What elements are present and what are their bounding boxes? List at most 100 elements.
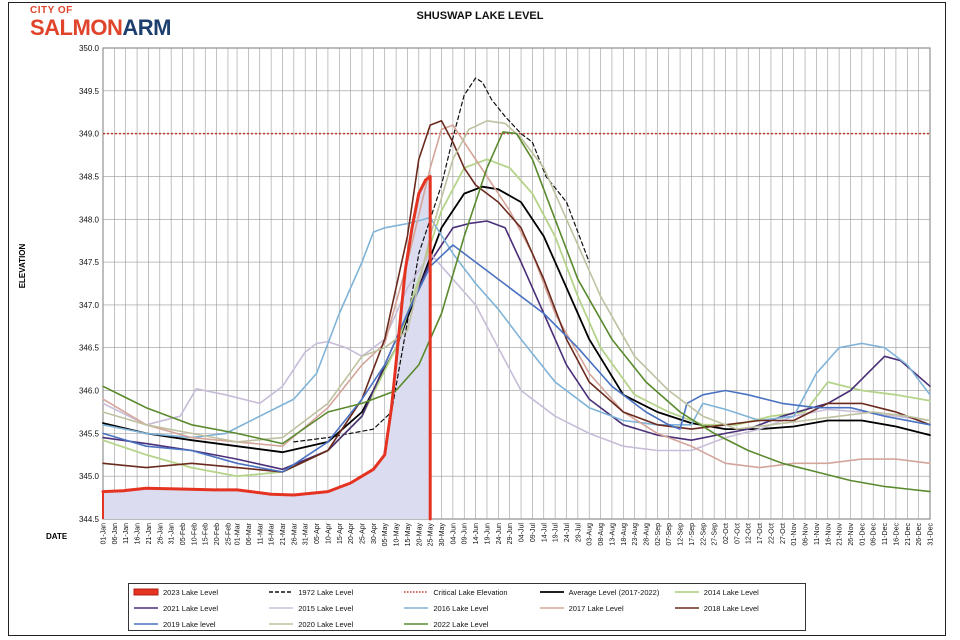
- series-line-2016-lake-level: [102, 216, 931, 439]
- chart-frame: [8, 2, 946, 636]
- y-tick-label: 345.0: [79, 472, 100, 481]
- series-line-average-level-2017-2022-: [102, 185, 931, 454]
- series-line-2019-lake-level: [102, 244, 931, 473]
- x-tick-label: 06-Dec: [871, 523, 878, 546]
- x-tick-label: 18-Aug: [621, 523, 628, 546]
- x-tick-label: 07-Sep: [666, 523, 673, 546]
- x-tick-label: 26-Nov: [848, 523, 855, 546]
- legend-swatch: [269, 591, 294, 593]
- x-tick-label: 14-Jun: [473, 523, 480, 545]
- x-tick-label: 06-Nov: [803, 523, 810, 546]
- x-tick-label: 14-Jul: [541, 523, 548, 543]
- y-tick-label: 345.5: [79, 429, 100, 438]
- y-tick-label: 347.5: [79, 258, 100, 267]
- x-tick-label: 23-Aug: [632, 523, 639, 546]
- x-tick-label: 06-Jan: [112, 523, 119, 545]
- chart-legend: 2023 Lake Level 1972 Lake Level Critical L…: [128, 583, 806, 631]
- legend-swatch: [539, 607, 564, 609]
- y-tick-label: 347.0: [79, 301, 100, 310]
- x-tick-label: 27-Sep: [712, 523, 719, 546]
- x-tick-label: 10-May: [394, 523, 401, 547]
- x-tick-label: 19-Jun: [484, 523, 491, 545]
- x-tick-label: 29-Jul: [575, 523, 582, 543]
- legend-swatch: [404, 591, 429, 593]
- x-tick-label: 31-Dec: [928, 523, 935, 546]
- y-tick-label: 348.5: [79, 172, 100, 181]
- x-tick-label: 11-Dec: [882, 523, 889, 546]
- legend-item: 2020 Lake Level: [264, 616, 399, 632]
- x-tick-label: 26-Mar: [291, 522, 298, 545]
- series-line-2020-lake-level: [102, 120, 931, 443]
- y-tick-label: 350.0: [79, 44, 100, 53]
- legend-swatch: [269, 607, 294, 609]
- x-tick-label: 25-Feb: [225, 523, 232, 545]
- x-tick-label: 31-Mar: [303, 522, 310, 545]
- legend-swatch: [134, 623, 158, 625]
- legend-label: 2022 Lake Level: [433, 619, 489, 629]
- legend-label: 2020 Lake Level: [298, 619, 354, 629]
- y-tick-label: 346.5: [79, 344, 100, 353]
- legend-item: 2022 Lake Level: [399, 616, 534, 632]
- x-tick-label: 17-Oct: [757, 523, 764, 544]
- x-tick-label: 10-Apr: [325, 522, 332, 544]
- legend-item: Average Level (2017-2022): [535, 584, 670, 600]
- legend-swatch: [674, 607, 699, 609]
- legend-item: 2015 Lake Level: [264, 600, 399, 616]
- x-tick-label: 19-Jul: [553, 523, 560, 543]
- y-tick-label: 348.0: [79, 215, 100, 224]
- x-tick-label: 11-Mar: [257, 522, 264, 544]
- x-tick-label: 20-May: [416, 523, 423, 547]
- logo-part2: ARM: [122, 15, 171, 40]
- x-tick-label: 16-Jan: [135, 523, 142, 545]
- legend-item: Critical Lake Elevation: [399, 584, 534, 600]
- y-tick-label: 349.5: [79, 87, 100, 96]
- logo-line1: CITY OF: [30, 5, 73, 16]
- x-tick-label: 15-Apr: [337, 522, 344, 544]
- x-tick-label: 05-Feb: [180, 523, 187, 545]
- x-tick-label: 01-Mar: [235, 522, 242, 545]
- x-tick-label: 04-Jun: [450, 523, 457, 545]
- x-tick-label: 01-Dec: [859, 523, 866, 546]
- x-tick-label: 10-Feb: [191, 523, 198, 545]
- legend-item: 2017 Lake Level: [535, 600, 670, 616]
- x-tick-label: 16-Mar: [269, 522, 276, 545]
- x-tick-label: 16-Nov: [825, 523, 832, 546]
- legend-swatch: [404, 607, 429, 609]
- x-tick-label: 28-Aug: [644, 523, 651, 546]
- x-tick-label: 29-Jun: [507, 523, 514, 545]
- x-tick-label: 31-Jan: [169, 523, 176, 545]
- x-tick-label: 06-Mar: [246, 522, 253, 545]
- x-tick-label: 02-Oct: [723, 523, 730, 544]
- x-tick-label: 12-Sep: [678, 523, 685, 546]
- x-tick-label: 22-Oct: [768, 523, 775, 544]
- x-tick-label: 20-Apr: [348, 522, 355, 544]
- series-line-2021-lake-level: [102, 220, 931, 471]
- city-logo: CITY OF SALMONARM: [30, 6, 180, 42]
- legend-swatch: [134, 607, 158, 609]
- x-tick-label: 20-Feb: [214, 523, 221, 545]
- x-tick-label: 21-Jan: [146, 523, 153, 545]
- x-tick-label: 15-May: [405, 523, 412, 547]
- legend-label: Average Level (2017-2022): [568, 587, 660, 597]
- legend-label: 2017 Lake Level: [568, 603, 624, 613]
- legend-item: 2019 Lake level: [129, 616, 264, 632]
- legend-item: 2021 Lake Level: [129, 600, 264, 616]
- x-tick-label: 22-Sep: [700, 523, 707, 546]
- x-tick-label: 26-Jan: [157, 523, 164, 545]
- series-line-2023-lake-level: [101, 175, 432, 521]
- x-tick-label: 30-May: [439, 523, 446, 547]
- legend-label: Critical Lake Elevation: [433, 587, 508, 597]
- x-tick-label: 21-Mar: [280, 522, 287, 545]
- x-tick-label: 09-Jun: [462, 523, 469, 545]
- x-tick-label: 01-Jan: [101, 523, 108, 545]
- x-tick-label: 12-Oct: [746, 523, 753, 544]
- x-tick-label: 30-Apr: [371, 522, 378, 544]
- x-tick-label: 05-May: [382, 523, 389, 547]
- series-line-2022-lake-level: [102, 131, 931, 493]
- legend-item: 2023 Lake Level: [129, 584, 264, 600]
- x-tick-label: 09-Jul: [530, 523, 537, 543]
- x-tick-label: 25-Apr: [360, 522, 367, 544]
- series-line-2015-lake-level: [102, 252, 931, 452]
- logo-wordmark: SALMONARM: [30, 16, 180, 40]
